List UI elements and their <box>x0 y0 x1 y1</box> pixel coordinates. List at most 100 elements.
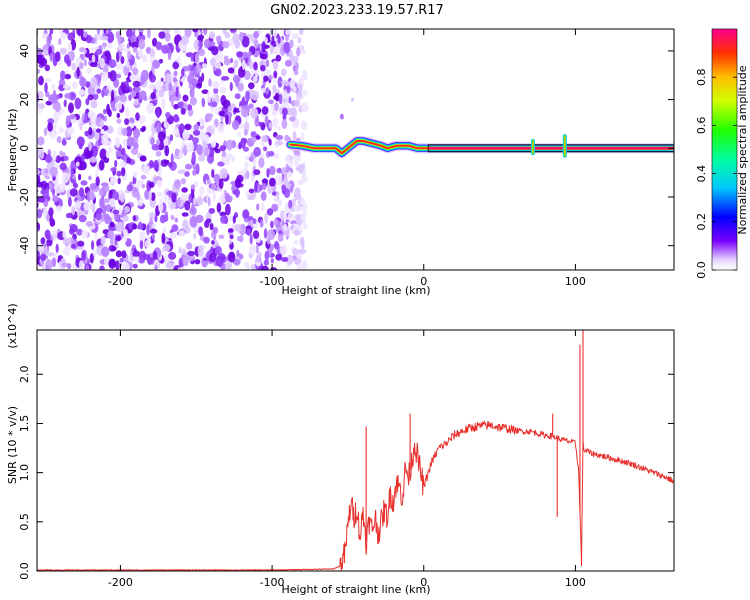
noise-blob <box>213 173 221 183</box>
snr-x-ticks: -200 -100 0 100 <box>108 330 586 589</box>
noise-blob <box>62 247 71 256</box>
noise-blob <box>114 159 118 168</box>
noise-blob <box>232 119 240 130</box>
noise-blob <box>225 114 229 125</box>
noise-blob <box>283 188 291 199</box>
noise-blob <box>116 118 122 124</box>
noise-blob <box>212 190 216 202</box>
noise-blob <box>125 60 130 68</box>
noise-blob <box>135 112 140 121</box>
noise-blob <box>180 77 186 83</box>
noise-blob <box>124 232 128 243</box>
noise-blob <box>99 197 105 209</box>
noise-blob <box>189 87 195 98</box>
noise-blob <box>69 224 78 233</box>
noise-blob <box>273 70 278 79</box>
noise-blob <box>132 215 136 222</box>
noise-blob <box>223 55 229 61</box>
noise-blob <box>53 111 60 123</box>
noise-blob <box>201 63 208 69</box>
snr-y-ticks: 0.0 0.5 1.0 1.5 2.0 <box>18 366 674 580</box>
noise-blob <box>250 107 259 120</box>
noise-blob <box>148 181 155 188</box>
noise-blob <box>215 255 224 267</box>
noise-blob <box>141 184 146 189</box>
noise-blob <box>33 136 37 147</box>
noise-blob <box>103 115 107 122</box>
noise-blob <box>286 254 294 265</box>
noise-blob <box>264 250 270 261</box>
noise-blob <box>173 29 179 36</box>
noise-blob <box>107 42 113 49</box>
noise-blob <box>230 103 236 109</box>
noise-blob <box>100 35 109 41</box>
noise-blob <box>238 105 242 112</box>
noise-blob <box>106 53 110 65</box>
noise-blob <box>228 239 232 245</box>
noise-blob <box>241 36 250 48</box>
noise-blob <box>260 202 265 211</box>
noise-blob <box>37 136 45 146</box>
noise-blob <box>215 68 222 77</box>
noise-blob <box>138 250 147 262</box>
noise-blob <box>192 169 197 176</box>
noise-blob <box>103 29 107 33</box>
noise-blob <box>37 68 41 74</box>
noise-blob <box>300 213 306 222</box>
noise-blob <box>155 80 162 92</box>
noise-blob <box>283 173 288 184</box>
noise-blob <box>178 126 182 134</box>
spectrogram-y-tick-label: -40 <box>18 237 31 255</box>
noise-blob <box>214 148 221 154</box>
noise-blob <box>138 114 146 124</box>
noise-blob <box>60 181 66 193</box>
noise-blob <box>191 151 196 163</box>
noise-blob <box>47 118 55 124</box>
noise-blob <box>208 207 216 214</box>
noise-blob <box>136 225 144 230</box>
noise-blob <box>173 82 177 92</box>
noise-blob <box>193 233 197 240</box>
noise-blob <box>261 41 266 53</box>
noise-blob <box>256 203 260 211</box>
spectrogram-x-tick-label: -200 <box>108 275 133 288</box>
noise-blob <box>192 197 197 206</box>
noise-blob <box>255 261 261 267</box>
noise-blob <box>95 176 100 187</box>
noise-blob <box>112 191 120 201</box>
noise-blob <box>156 179 163 188</box>
noise-blob <box>37 107 43 114</box>
noise-blob <box>139 53 148 60</box>
noise-blob <box>169 203 177 209</box>
noise-blob <box>138 29 144 33</box>
noise-blob <box>273 60 278 70</box>
noise-blob <box>46 239 53 247</box>
noise-blob <box>76 228 83 236</box>
noise-blob <box>247 216 254 221</box>
noise-blob <box>194 181 199 187</box>
noise-blob <box>252 230 260 240</box>
snr-line <box>37 420 674 571</box>
noise-blob <box>277 234 284 242</box>
noise-blob <box>81 160 86 171</box>
noise-blob <box>110 167 117 172</box>
noise-blob <box>131 187 140 198</box>
noise-blob <box>302 169 307 179</box>
noise-blob <box>161 44 170 54</box>
colorbar-tick-label: 0.0 <box>695 261 708 279</box>
noise-blob <box>120 56 125 65</box>
noise-blob <box>65 212 73 219</box>
snr-y-tick-label: 0.0 <box>18 562 31 580</box>
noise-blob <box>226 139 233 151</box>
noise-blob <box>149 217 154 227</box>
noise-blob <box>140 174 147 180</box>
noise-blob <box>68 91 77 101</box>
noise-blob <box>64 73 72 80</box>
noise-blob <box>67 32 76 41</box>
snr-x-tick-label: -200 <box>108 576 133 589</box>
noise-blob <box>60 70 66 81</box>
noise-blob <box>227 228 234 233</box>
noise-blob <box>293 192 302 201</box>
noise-blob <box>151 233 155 240</box>
noise-blob <box>198 48 206 57</box>
